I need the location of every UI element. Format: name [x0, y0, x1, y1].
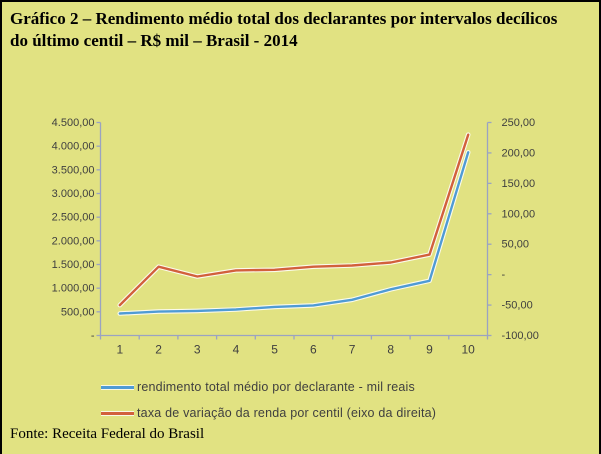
svg-text:500,00: 500,00	[61, 306, 95, 318]
svg-text:9: 9	[426, 343, 433, 357]
svg-text:2: 2	[155, 343, 162, 357]
svg-text:4: 4	[233, 343, 240, 357]
svg-text:5: 5	[271, 343, 278, 357]
svg-text:1: 1	[117, 343, 124, 357]
legend-item-taxa-variacao: taxa de variação da renda por centil (ei…	[101, 400, 436, 426]
svg-text:100,00: 100,00	[502, 208, 536, 220]
svg-text:3: 3	[194, 343, 201, 357]
svg-text:10: 10	[461, 343, 475, 357]
legend-item-rendimento: rendimento total médio por declarante - …	[101, 374, 436, 400]
chart-svg: 4.500,00 4.000,00 3.500,00 3.000,00 2.500,00…	[52, 117, 539, 357]
svg-text:2.500,00: 2.500,00	[52, 212, 95, 224]
chart: 4.500,00 4.000,00 3.500,00 3.000,00 2.500,00…	[2, 97, 599, 362]
svg-text:-: -	[502, 269, 506, 281]
svg-text:-100,00: -100,00	[502, 330, 539, 342]
svg-text:6: 6	[310, 343, 317, 357]
svg-text:3.000,00: 3.000,00	[52, 188, 95, 200]
chart-legend: rendimento total médio por declarante - …	[101, 374, 436, 426]
svg-text:4.000,00: 4.000,00	[52, 141, 95, 153]
svg-text:2.000,00: 2.000,00	[52, 235, 95, 247]
blue-line-sample-icon	[101, 385, 134, 389]
svg-text:7: 7	[349, 343, 356, 357]
svg-text:200,00: 200,00	[502, 147, 536, 159]
title-line-1: Gráfico 2 – Rendimento médio total dos d…	[10, 9, 558, 28]
svg-text:150,00: 150,00	[502, 178, 536, 190]
svg-text:4.500,00: 4.500,00	[52, 117, 95, 129]
red-line-sample-icon	[101, 411, 134, 415]
page-title: Gráfico 2 – Rendimento médio total dos d…	[10, 8, 598, 53]
title-line-2: do último centil – R$ mil – Brasil - 201…	[10, 31, 298, 51]
legend-label: taxa de variação da renda por centil (ei…	[137, 406, 437, 420]
svg-text:-: -	[91, 330, 95, 342]
svg-text:-50,00: -50,00	[502, 300, 533, 312]
legend-label: rendimento total médio por declarante - …	[137, 380, 415, 394]
svg-text:1.000,00: 1.000,00	[52, 283, 95, 295]
svg-text:50,00: 50,00	[502, 239, 530, 251]
svg-text:8: 8	[387, 343, 394, 357]
source-note: Fonte: Receita Federal do Brasil	[10, 426, 205, 442]
svg-text:3.500,00: 3.500,00	[52, 164, 95, 176]
svg-text:1.500,00: 1.500,00	[52, 259, 95, 271]
svg-text:250,00: 250,00	[502, 117, 536, 129]
